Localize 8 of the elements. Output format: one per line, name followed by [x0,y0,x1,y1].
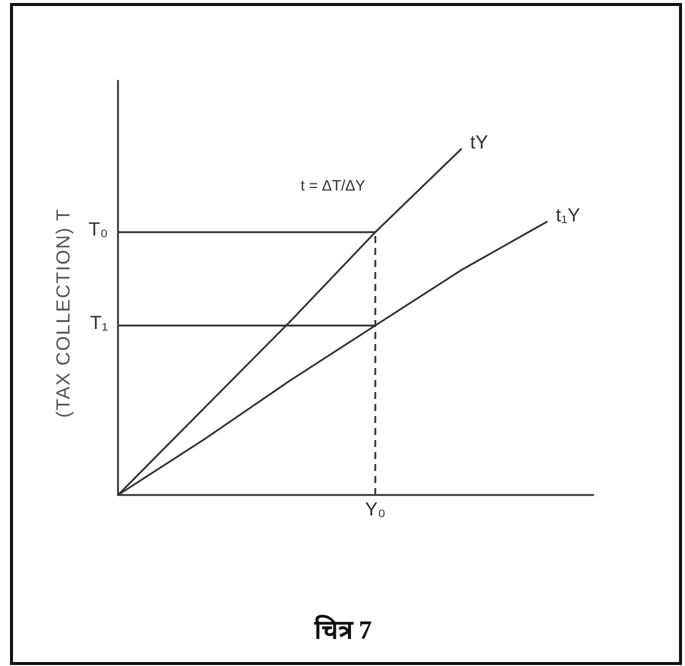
annotation: t = ΔT/ΔY [300,178,366,194]
ref-line-label: T₁ [90,313,108,334]
series-label: tY [470,132,488,154]
y-axis-title: (TAX COLLECTION) T [54,208,74,418]
text: चित्र 7 [313,614,372,644]
ref-line-label: T₀ [88,220,108,241]
series-label: t₁Y [556,205,581,226]
text: Y₀ [365,500,386,520]
